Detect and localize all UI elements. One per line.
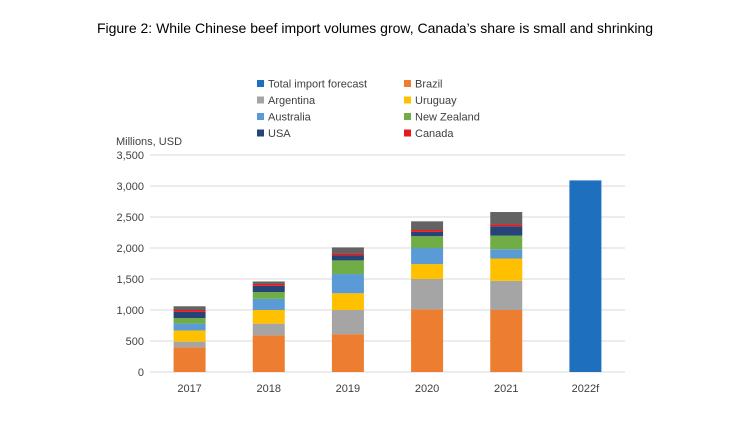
y-tick-label: 2,000 <box>116 243 144 255</box>
legend-swatch <box>257 129 264 137</box>
x-tick-label: 2021 <box>494 383 518 395</box>
bar-segment-new-zealand <box>173 318 206 324</box>
y-tick-label: 500 <box>126 336 144 348</box>
bar-segment-other <box>411 221 444 231</box>
y-axis-ticks: 0 500 1,000 1,500 2,000 2,500 3,000 3,500 <box>116 150 144 379</box>
bar-segment-argentina <box>411 279 444 310</box>
bar-segment-usa <box>490 226 523 236</box>
grid-lines <box>150 154 625 373</box>
bar-segment-australia <box>173 323 206 331</box>
bar-segment-other <box>252 281 285 284</box>
legend: Total import forecast Brazil Argentina Urug… <box>257 79 480 140</box>
x-tick-label: 2020 <box>415 383 439 395</box>
bar-segment-canada <box>173 310 206 312</box>
bar-segment-australia <box>411 248 444 265</box>
legend-swatch <box>257 96 264 104</box>
figure-title: Figure 2: While Chinese beef import volu… <box>96 20 654 36</box>
x-axis-ticks: 2017 2018 2019 2020 2021 2022f <box>177 383 600 395</box>
bar-segment-australia <box>331 274 364 294</box>
bar-segment-other <box>173 306 206 310</box>
x-tick-label: 2019 <box>336 383 360 395</box>
y-tick-label: 0 <box>138 367 144 379</box>
bar-segment-brazil <box>252 335 285 372</box>
y-tick-label: 3,000 <box>116 181 144 193</box>
bar-segment-other <box>490 212 523 225</box>
bar-segment-uruguay <box>252 310 285 324</box>
bars <box>173 180 602 372</box>
legend-swatch <box>257 80 264 87</box>
bar-segment-new-zealand <box>490 235 523 250</box>
bar-segment-new-zealand <box>252 292 285 299</box>
legend-swatch <box>404 80 411 87</box>
bar-segment-usa <box>411 231 444 237</box>
y-tick-label: 1,000 <box>116 305 144 317</box>
bar-segment-canada <box>411 230 444 232</box>
bar-segment-canada <box>331 253 364 256</box>
bar-segment-usa <box>252 285 285 293</box>
legend-swatch <box>404 96 411 104</box>
bar-segment-new-zealand <box>331 260 364 275</box>
legend-label: Uruguay <box>415 95 457 107</box>
bar-segment-new-zealand <box>411 236 444 248</box>
legend-swatch <box>257 113 264 120</box>
bar-segment-uruguay <box>490 258 523 281</box>
bar-segment-argentina <box>173 341 206 348</box>
legend-label: New Zealand <box>415 112 480 124</box>
y-tick-label: 2,500 <box>116 212 144 224</box>
bar-segment-canada <box>490 224 523 227</box>
legend-label: Argentina <box>268 95 316 107</box>
bar-segment-argentina <box>490 280 523 310</box>
y-axis-label: Millions, USD <box>116 136 182 148</box>
legend-label: USA <box>268 128 291 140</box>
legend-label: Canada <box>415 128 454 140</box>
bar-segment-uruguay <box>411 264 444 279</box>
bar-segment-australia <box>490 249 523 259</box>
y-tick-label: 1,500 <box>116 274 144 286</box>
legend-label: Australia <box>268 112 312 124</box>
bar-segment-brazil <box>173 347 206 372</box>
bar-segment-total-import-forecast <box>569 180 602 372</box>
x-tick-label: 2022f <box>572 383 600 395</box>
y-tick-label: 3,500 <box>116 150 144 162</box>
bar-segment-usa <box>331 255 364 261</box>
legend-swatch <box>404 129 411 137</box>
legend-label: Brazil <box>415 79 443 91</box>
x-tick-label: 2018 <box>257 383 281 395</box>
bar-segment-brazil <box>411 309 444 372</box>
bar-segment-argentina <box>252 323 285 336</box>
bar-segment-uruguay <box>173 330 206 342</box>
x-tick-label: 2017 <box>177 383 201 395</box>
legend-label: Total import forecast <box>268 79 367 91</box>
bar-segment-australia <box>252 298 285 310</box>
bar-segment-usa <box>173 311 206 319</box>
bar-segment-argentina <box>331 310 364 335</box>
bar-segment-other <box>331 247 364 254</box>
bar-segment-brazil <box>490 310 523 372</box>
bar-segment-brazil <box>331 334 364 372</box>
bar-segment-uruguay <box>331 293 364 310</box>
legend-swatch <box>404 113 411 120</box>
bar-segment-canada <box>252 283 285 286</box>
